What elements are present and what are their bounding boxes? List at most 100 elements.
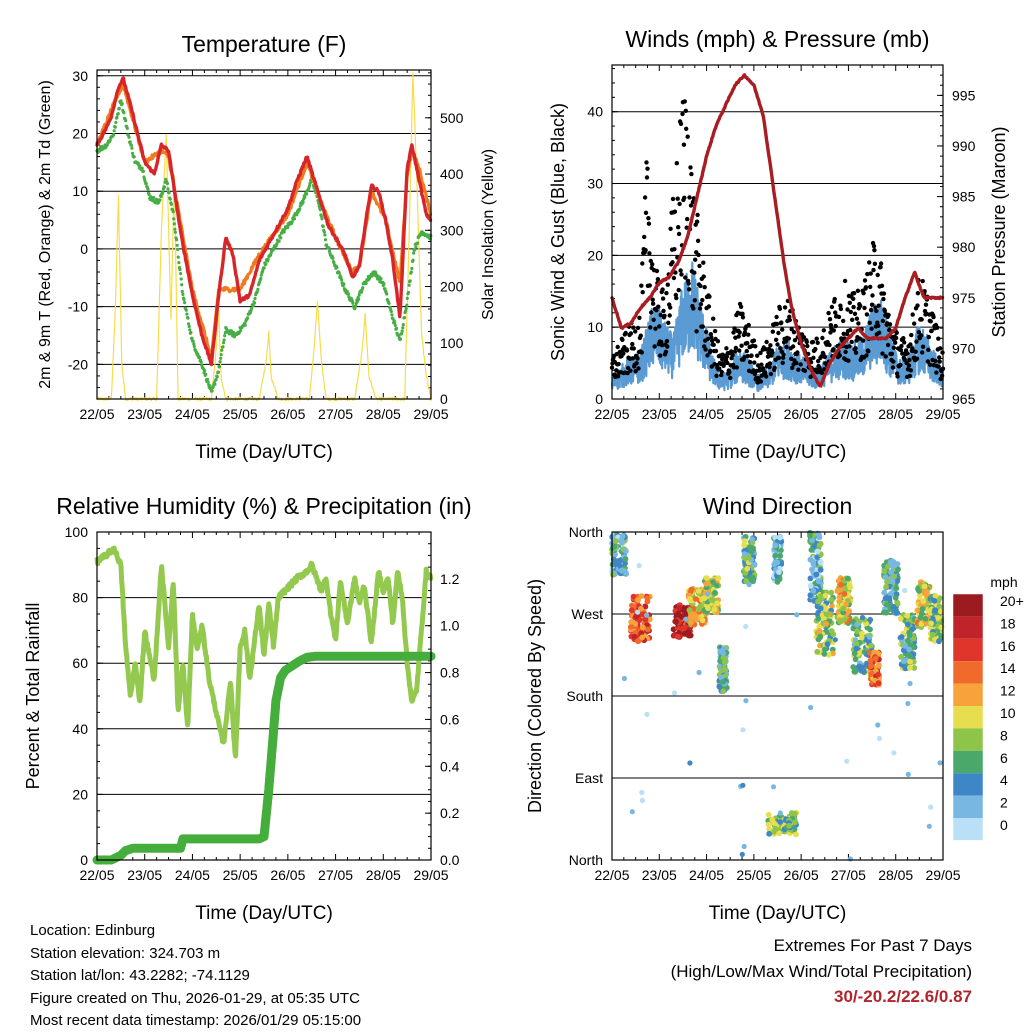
direction-point: [687, 760, 693, 766]
direction-point: [907, 680, 913, 687]
dewpoint-point: [327, 249, 332, 253]
direction-point: [622, 556, 629, 563]
gust-point: [926, 334, 931, 340]
legend-label: 8: [1000, 727, 1008, 743]
legend-swatch: [953, 661, 983, 684]
gust-point: [879, 283, 885, 288]
direction-point: [772, 825, 779, 832]
gust-point: [706, 304, 712, 309]
direction-point: [695, 588, 702, 594]
dewpoint-point: [197, 355, 202, 359]
dewpoint-point: [337, 271, 341, 275]
gust-point: [643, 210, 649, 215]
gust-point: [772, 365, 777, 370]
winds-xtick-label: 25/05: [736, 406, 771, 422]
humidity-right-tick-label: 1.2: [440, 571, 460, 587]
direction-point: [642, 616, 649, 623]
gust-point: [855, 288, 861, 293]
winds-left-tick-label: 20: [587, 247, 603, 263]
dewpoint-point: [370, 273, 374, 277]
gust-point: [715, 339, 721, 344]
dewpoint-point: [140, 166, 144, 170]
dewpoint-point: [132, 155, 136, 159]
gust-point: [621, 351, 626, 356]
gust-point: [912, 321, 917, 326]
direction-point: [745, 554, 752, 561]
gust-point: [683, 275, 688, 280]
gust-point: [872, 261, 878, 266]
direction-point: [894, 578, 901, 584]
gust-point: [869, 302, 875, 307]
legend-swatch: [953, 638, 983, 662]
direction-point: [741, 538, 748, 544]
temperature-title: Temperature (F): [182, 31, 347, 57]
dewpoint-point: [215, 375, 219, 379]
humidity-xtick-label: 29/05: [413, 867, 448, 883]
gust-point: [697, 306, 703, 311]
direction-point: [743, 698, 749, 704]
direction-point: [898, 654, 904, 660]
direction-left-tick-label: West: [571, 606, 603, 622]
gust-point: [657, 324, 662, 329]
winds-left-tick-label: 40: [587, 104, 603, 120]
temperature-left-tick-label: 0: [80, 241, 88, 257]
gust-point: [925, 359, 931, 364]
direction-left-tick-label: North: [569, 852, 603, 868]
direction-point: [868, 662, 875, 669]
gust-point: [890, 365, 896, 370]
direction-point: [893, 609, 900, 616]
gust-point: [753, 344, 758, 349]
gust-point: [616, 361, 621, 367]
direction-point: [720, 688, 727, 695]
direction-point: [815, 615, 822, 622]
gust-point: [862, 305, 867, 311]
dewpoint-point: [199, 360, 203, 364]
direction-point: [854, 628, 861, 635]
direction-point: [867, 634, 873, 640]
direction-point: [817, 559, 824, 566]
temperature-xtick-label: 23/05: [127, 406, 162, 422]
gust-point: [889, 351, 895, 356]
dewpoint-point: [171, 210, 175, 214]
gust-point: [635, 356, 640, 361]
dewpoint-point: [175, 238, 179, 242]
direction-point: [847, 856, 854, 862]
humidity-left-tick-label: 80: [72, 590, 88, 606]
humidity-xlabel: Time (Day/UTC): [195, 903, 333, 924]
direction-point: [809, 537, 815, 544]
humidity-xtick-label: 25/05: [223, 867, 258, 883]
winds-xtick-label: 23/05: [642, 406, 677, 422]
dewpoint-point: [144, 182, 148, 186]
dewpoint-point: [114, 120, 118, 124]
direction-point: [890, 604, 897, 610]
gust-point: [836, 314, 842, 320]
dewpoint-point: [401, 323, 405, 327]
gust-point: [615, 344, 620, 350]
gust-point: [852, 311, 858, 316]
dewpoint-point: [216, 370, 220, 374]
gust-point: [683, 108, 688, 114]
gust-point: [648, 258, 653, 264]
humidity-right-tick-label: 0.4: [440, 758, 460, 774]
gust-point: [770, 329, 775, 334]
direction-point: [705, 605, 711, 611]
winds-xtick-label: 29/05: [925, 406, 960, 422]
dewpoint-point: [346, 292, 350, 296]
direction-point: [916, 588, 922, 594]
gust-point: [774, 321, 780, 327]
direction-point: [711, 606, 718, 613]
gust-point: [791, 330, 797, 335]
dewpoint-point: [394, 326, 399, 330]
gust-point: [620, 337, 625, 342]
dewpoint-point: [185, 312, 189, 316]
direction-point: [675, 610, 682, 617]
gust-point: [705, 336, 711, 342]
dewpoint-point: [161, 190, 165, 194]
gust-point: [937, 355, 942, 360]
direction-point: [708, 596, 715, 603]
direction-point: [739, 851, 745, 858]
dewpoint-point: [158, 198, 162, 202]
direction-xtick-label: 23/05: [642, 867, 677, 883]
gust-point: [737, 348, 742, 353]
gust-point: [828, 323, 834, 328]
